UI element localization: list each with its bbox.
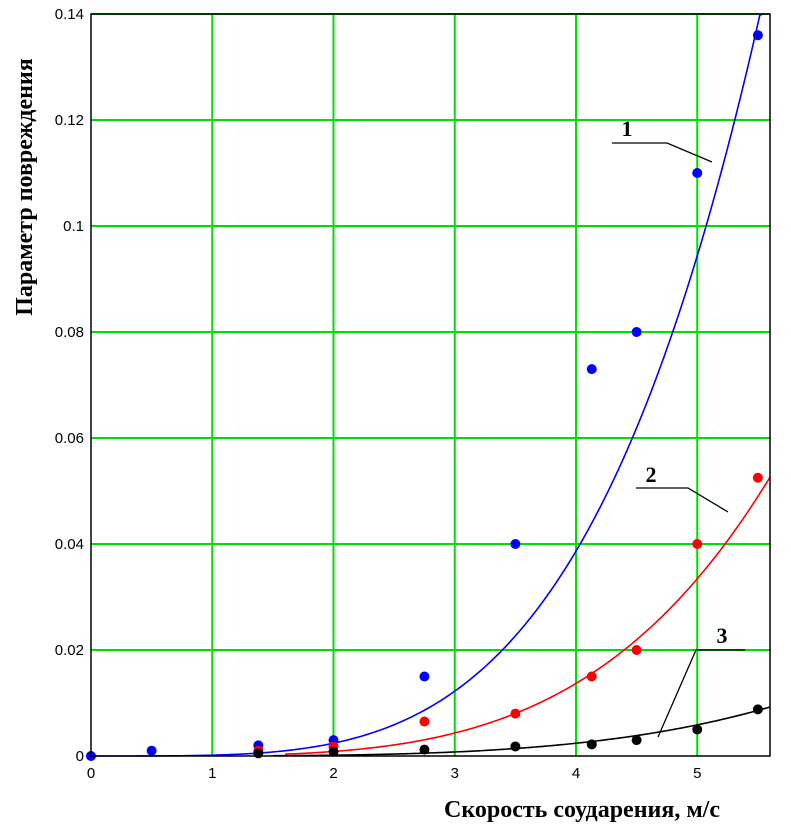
data-point-3 [692, 724, 703, 735]
data-point-2 [510, 708, 521, 719]
x-tick-label: 2 [329, 765, 337, 782]
data-point-2 [752, 472, 763, 483]
data-point-3 [419, 744, 430, 755]
data-point-2 [692, 539, 703, 549]
data-point-3 [253, 748, 264, 759]
data-point-1 [752, 30, 763, 41]
y-tick-label: 0.08 [55, 324, 84, 341]
data-point-1 [692, 168, 703, 178]
fit-curve-3 [272, 706, 771, 757]
callout-line-1 [612, 142, 713, 163]
y-tick-label: 0 [76, 748, 84, 765]
data-point-3 [328, 746, 339, 757]
tick-labels: 0 1 2 3 4 5 0 0.02 0.04 0.06 0.08 0.1 0.12 0.14 [55, 6, 702, 782]
grid [91, 13, 770, 756]
y-tick-label: 0.04 [55, 536, 84, 553]
callout-line-2 [636, 487, 729, 513]
x-tick-label: 5 [693, 765, 701, 782]
y-axis-label: Параметр повреждения [12, 58, 38, 315]
y-tick-label: 0.02 [55, 642, 84, 659]
x-tick-label: 4 [572, 765, 580, 782]
fit-curves [91, 13, 771, 757]
curve-label-3: 3 [717, 623, 728, 648]
x-tick-label: 3 [451, 765, 459, 782]
y-tick-label: 0.12 [55, 112, 84, 129]
data-point-2 [631, 645, 642, 655]
y-tick-label: 0.14 [55, 6, 84, 23]
data-point-2 [586, 671, 597, 682]
curve-label-2: 2 [646, 462, 657, 487]
data-point-3 [631, 735, 642, 746]
curve-callouts: 1 2 3 [612, 116, 745, 738]
data-point-1 [146, 745, 157, 756]
data-point-2 [419, 716, 430, 727]
data-point-3 [752, 704, 763, 715]
x-axis-label: Скорость соударения, м/с [444, 797, 720, 823]
data-point-1 [631, 327, 642, 337]
y-tick-label: 0.06 [55, 430, 84, 447]
fit-curve-2 [284, 476, 771, 755]
data-point-1 [586, 364, 597, 375]
data-point-3 [510, 741, 521, 752]
data-point-3 [586, 739, 597, 750]
x-tick-label: 0 [87, 765, 95, 782]
y-tick-label: 0.1 [63, 218, 84, 235]
x-tick-label: 1 [208, 765, 216, 782]
data-points [86, 30, 763, 761]
callout-line-3 [657, 649, 745, 738]
data-point-1 [510, 539, 521, 549]
fit-curve-1 [91, 13, 764, 757]
data-point-1 [419, 671, 430, 682]
curve-label-1: 1 [622, 116, 633, 141]
plot-frame [90, 13, 771, 757]
